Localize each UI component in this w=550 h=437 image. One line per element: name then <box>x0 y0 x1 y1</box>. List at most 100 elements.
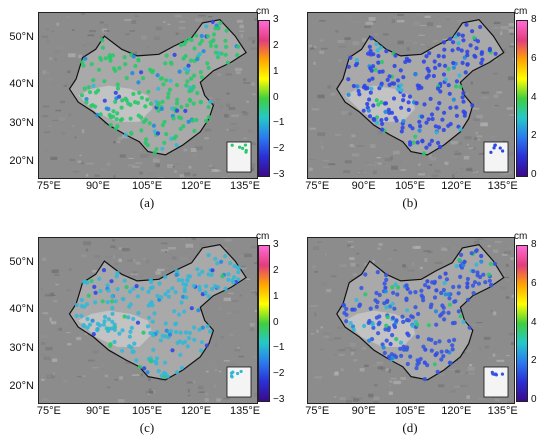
station-dot <box>181 294 186 299</box>
x-tick-label: 105°E <box>394 405 426 417</box>
station-dot <box>142 366 147 371</box>
station-dot <box>437 339 442 344</box>
station-dot <box>186 336 192 341</box>
terrain-texture <box>333 396 337 398</box>
station-dot <box>390 285 395 290</box>
station-dot <box>165 95 171 100</box>
terrain-texture <box>51 358 58 362</box>
station-dot <box>130 349 135 354</box>
terrain-texture <box>134 51 138 55</box>
station-dot <box>462 259 467 264</box>
station-dot <box>181 56 186 61</box>
station-dot <box>398 68 403 73</box>
station-dot <box>433 340 438 346</box>
station-dot <box>95 321 100 326</box>
station-dot <box>393 53 398 58</box>
terrain-texture <box>153 36 160 40</box>
station-dot <box>432 295 438 300</box>
station-dot <box>486 272 491 277</box>
station-dot <box>377 320 382 325</box>
station-dot <box>205 61 210 66</box>
terrain-texture <box>309 47 316 50</box>
colorbar <box>516 20 528 177</box>
station-dot <box>399 353 404 358</box>
station-dot <box>137 364 143 369</box>
terrain-texture <box>179 20 186 23</box>
station-dot <box>154 147 159 152</box>
station-dot <box>122 314 127 319</box>
station-dot <box>438 313 443 318</box>
terrain-texture <box>510 342 514 345</box>
station-dot <box>113 126 118 131</box>
terrain-texture <box>54 58 57 61</box>
terrain-texture <box>500 26 509 30</box>
colorbar-tick-label: 0 <box>531 169 537 180</box>
station-dot <box>460 33 465 38</box>
terrain-texture <box>243 137 248 139</box>
station-dot <box>120 328 125 333</box>
station-dot <box>195 57 200 62</box>
station-dot <box>164 132 169 137</box>
station-dot <box>192 325 197 330</box>
inset-station-dot <box>493 143 497 147</box>
terrain-texture <box>92 350 99 354</box>
colorbar-tick-label: 2 <box>273 39 279 51</box>
terrain-texture <box>503 172 508 175</box>
station-dot <box>351 83 356 89</box>
terrain-texture <box>239 294 242 297</box>
terrain-texture <box>167 23 171 25</box>
terrain-texture <box>44 22 48 24</box>
station-dot <box>162 119 167 124</box>
station-dot <box>110 319 115 324</box>
terrain-texture <box>308 44 312 48</box>
station-dot <box>174 370 180 375</box>
terrain-texture <box>335 349 339 352</box>
terrain-texture <box>181 238 185 241</box>
terrain-texture <box>471 170 477 173</box>
station-dot <box>454 79 459 84</box>
terrain-texture <box>412 246 421 249</box>
terrain-texture <box>132 166 140 168</box>
station-dot <box>458 84 463 89</box>
terrain-texture <box>488 357 492 360</box>
station-dot <box>396 285 401 290</box>
station-dot <box>390 315 396 320</box>
station-dot <box>174 272 179 277</box>
station-dot <box>401 75 406 80</box>
terrain-texture <box>167 164 173 169</box>
terrain-texture <box>441 247 448 251</box>
y-tick-label: 30°N <box>9 342 34 355</box>
station-dot <box>404 296 409 301</box>
colorbar-tick-label: 2 <box>531 355 537 367</box>
station-dot <box>179 300 184 305</box>
station-dot <box>133 63 138 69</box>
terrain-texture <box>104 374 108 378</box>
station-dot <box>480 57 485 62</box>
station-dot <box>458 314 463 319</box>
x-tick-label: 105°E <box>131 180 163 192</box>
station-dot <box>186 119 191 124</box>
station-dot <box>131 316 136 321</box>
panel-caption: (b) <box>402 195 418 210</box>
terrain-texture <box>204 392 209 397</box>
station-dot <box>450 48 455 53</box>
station-dot <box>105 283 110 288</box>
station-dot <box>383 109 388 114</box>
panel-caption: (a) <box>139 195 155 210</box>
terrain-texture <box>510 257 514 261</box>
terrain-texture <box>489 136 495 139</box>
terrain-texture <box>48 125 52 127</box>
station-dot <box>134 358 139 363</box>
terrain-texture <box>77 160 82 163</box>
terrain-texture <box>466 395 470 399</box>
terrain-texture <box>255 251 257 253</box>
station-dot <box>186 63 191 68</box>
station-dot <box>113 299 118 304</box>
station-dot <box>206 65 211 70</box>
station-dot <box>375 300 380 305</box>
station-dot <box>143 104 148 109</box>
terrain-texture <box>68 267 72 271</box>
inset-station-dot <box>230 143 234 147</box>
terrain-texture <box>46 39 50 43</box>
station-dot <box>218 21 223 26</box>
